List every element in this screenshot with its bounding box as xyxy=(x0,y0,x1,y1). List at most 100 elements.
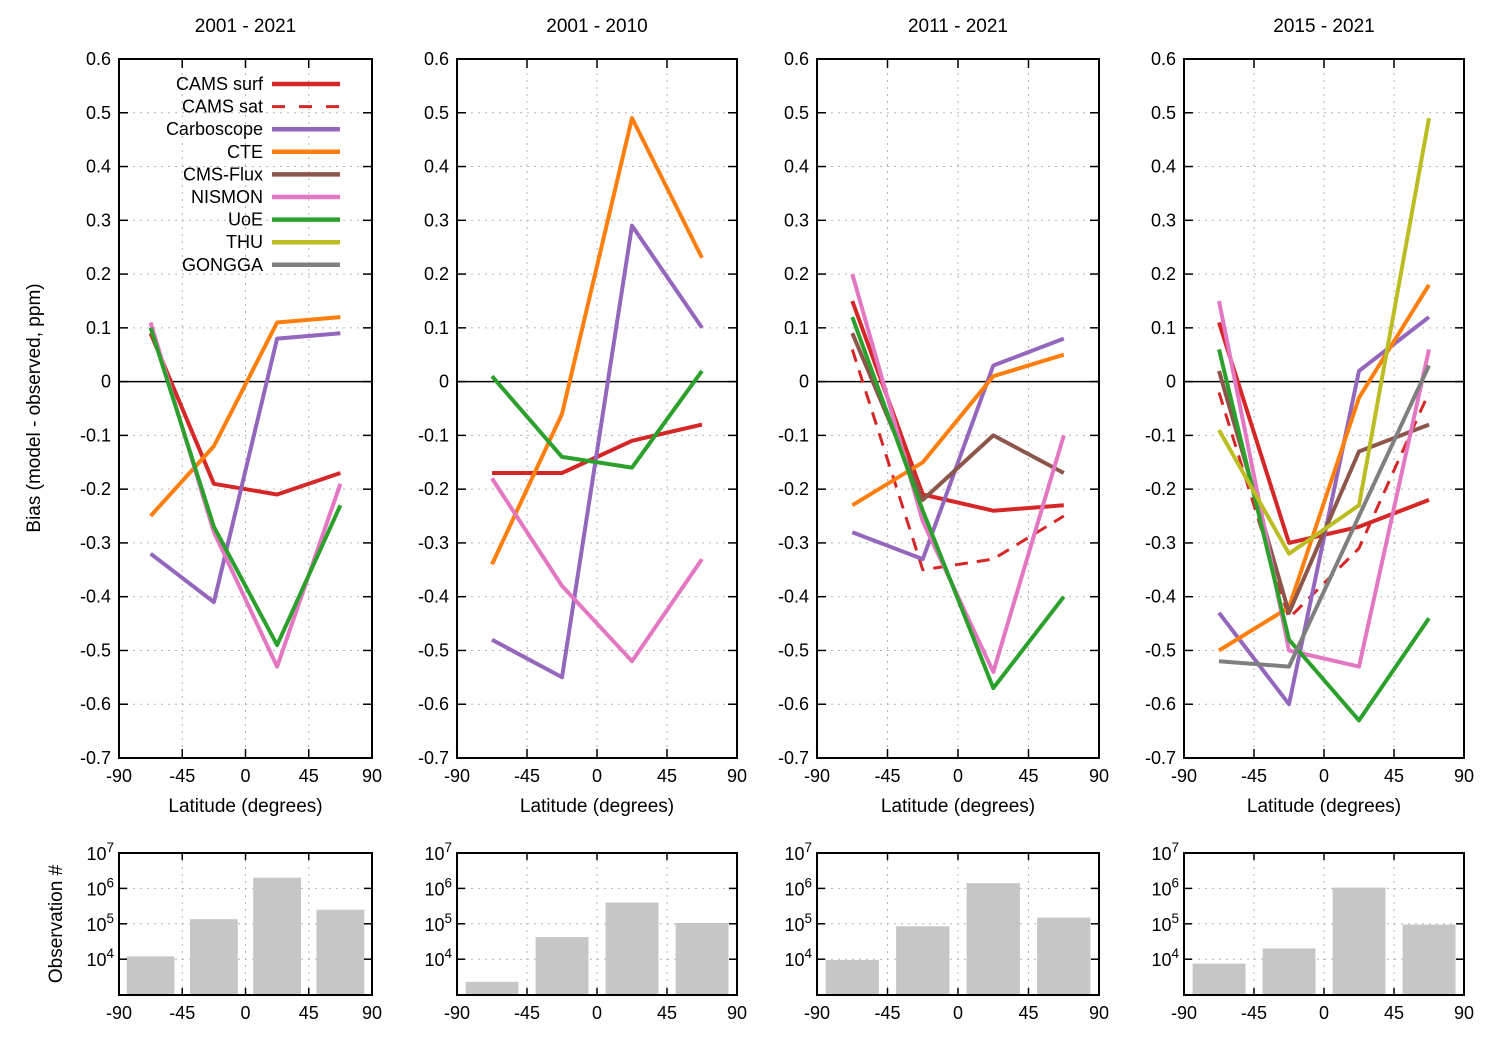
bias-tick-label: -0.5 xyxy=(80,640,111,660)
obs-tick-label: 104 xyxy=(1151,946,1179,970)
bias-tick-label: 0.4 xyxy=(86,157,111,177)
bias-tick-label: 0.5 xyxy=(424,103,449,123)
latitude-tick-label: 90 xyxy=(1454,1003,1474,1023)
bias-panel-2001-2021: 0.6 0.5 0.4 0.3 0.2 0.1 0 -0.1 -0.2 -0.3 -0.4 -0.5 -… xyxy=(80,49,382,786)
bias-panel-2015-2021: 0.6 0.5 0.4 0.3 0.2 0.1 0 -0.1 -0.2 -0.3 -0.4 -0.5 -… xyxy=(1145,49,1474,786)
bias-tick-label: 0.4 xyxy=(784,157,809,177)
latitude-tick-label: -45 xyxy=(514,1003,540,1023)
tick-marks xyxy=(119,58,372,759)
series-line-Carboscope xyxy=(491,223,704,680)
latitude-axis-label-1: Latitude (degrees) xyxy=(168,796,322,817)
bias-tick-label: 0.4 xyxy=(424,157,449,177)
series-line-CTE xyxy=(851,352,1065,508)
series-line-CTE xyxy=(490,116,704,566)
latitude-tick-label: -45 xyxy=(169,1003,195,1023)
bias-tick-label: 0.3 xyxy=(1151,210,1176,230)
bias-tick-label: 0.1 xyxy=(424,318,449,338)
obs-bar xyxy=(675,923,729,995)
plot-root: 0.6 0.5 0.4 0.3 0.2 0.1 0 -0.1 -0.2 -0.3 -0.4 -0.5 -… xyxy=(80,49,1474,1023)
legend-label: CAMS surf xyxy=(176,74,264,94)
latitude-tick-label: 90 xyxy=(1454,766,1474,786)
obs-bar xyxy=(1192,963,1246,995)
bias-tick-label: 0.1 xyxy=(784,318,809,338)
latitude-tick-label: -45 xyxy=(874,766,900,786)
bias-tick-label: 0 xyxy=(101,372,111,392)
obs-panel-2011-2021: 107 106 105 104 -90 -45 0 45 90 xyxy=(784,840,1109,1023)
bias-tick-label: 0.4 xyxy=(1151,157,1176,177)
legend-label: CMS-Flux xyxy=(183,164,263,184)
series-line-NISMON xyxy=(490,477,704,664)
bias-tick-label: 0.3 xyxy=(424,210,449,230)
series-line-Carboscope xyxy=(149,331,341,605)
latitude-tick-label: 0 xyxy=(240,1003,250,1023)
obs-bar xyxy=(535,937,589,995)
bias-tick-label: -0.1 xyxy=(418,425,449,445)
obs-bar xyxy=(190,919,238,995)
bias-tick-label: -0.6 xyxy=(1145,694,1176,714)
obs-bar xyxy=(316,909,365,995)
latitude-tick-label: 45 xyxy=(1018,1003,1038,1023)
bias-tick-label: 0.5 xyxy=(1151,103,1176,123)
legend-label: GONGGA xyxy=(182,255,263,275)
bias-tick-label: -0.4 xyxy=(80,587,111,607)
legend-label: NISMON xyxy=(191,187,263,207)
bias-tick-label: -0.6 xyxy=(418,694,449,714)
obs-tick-label: 104 xyxy=(784,946,812,970)
legend-label: Carboscope xyxy=(166,119,263,139)
obs-tick-label: 105 xyxy=(86,911,114,935)
obs-bar xyxy=(465,981,519,995)
latitude-tick-label: -90 xyxy=(1171,766,1197,786)
latitude-tick-label: 90 xyxy=(362,766,382,786)
latitude-tick-label: 45 xyxy=(299,766,319,786)
latitude-tick-label: -90 xyxy=(804,1003,830,1023)
bias-tick-label: 0.2 xyxy=(86,264,111,284)
bias-tick-label: -0.7 xyxy=(418,748,449,768)
latitude-tick-label: -45 xyxy=(1241,766,1267,786)
obs-tick-label: 106 xyxy=(86,875,114,899)
bias-tick-label: -0.2 xyxy=(1145,479,1176,499)
legend-label: CTE xyxy=(227,142,263,162)
obs-tick-label: 104 xyxy=(86,946,114,970)
bias-tick-label: 0.6 xyxy=(1151,49,1176,69)
latitude-axis-label-3: Latitude (degrees) xyxy=(881,796,1035,817)
legend-item-GONGGA: GONGGA xyxy=(182,255,340,275)
tick-marks xyxy=(817,58,1099,759)
obs-bar xyxy=(253,877,301,995)
obs-bar xyxy=(825,960,879,995)
latitude-tick-label: 0 xyxy=(240,766,250,786)
bias-tick-label: 0.6 xyxy=(424,49,449,69)
legend-item-UoE: UoE xyxy=(228,210,340,230)
bias-tick-label: -0.5 xyxy=(778,640,809,660)
bias-tick-label: -0.2 xyxy=(778,479,809,499)
latitude-tick-label: 45 xyxy=(1384,766,1404,786)
latitude-tick-label: -90 xyxy=(106,766,132,786)
panel-title-1: 2001 - 2021 xyxy=(195,16,296,37)
bias-panel-2011-2021: 0.6 0.5 0.4 0.3 0.2 0.1 0 -0.1 -0.2 -0.3 -0.4 -0.5 -… xyxy=(778,49,1109,786)
bias-tick-label: 0 xyxy=(799,372,809,392)
bias-panel-2001-2010: 0.6 0.5 0.4 0.3 0.2 0.1 0 -0.1 -0.2 -0.3 -0.4 -0.5 -… xyxy=(418,49,747,786)
series-line-CAMS-surf xyxy=(148,332,342,497)
obs-tick-label: 107 xyxy=(86,840,114,864)
bias-tick-label: -0.6 xyxy=(80,694,111,714)
tick-marks xyxy=(457,58,737,759)
legend-item-CAMS-surf: CAMS surf xyxy=(176,74,340,94)
latitude-tick-label: 90 xyxy=(1089,1003,1109,1023)
tick-marks xyxy=(817,852,1099,995)
legend-item-Carboscope: Carboscope xyxy=(166,119,340,139)
obs-tick-label: 105 xyxy=(424,911,452,935)
bias-tick-label: -0.7 xyxy=(1145,748,1176,768)
obs-bar xyxy=(966,883,1020,995)
bias-tick-label: 0.6 xyxy=(86,49,111,69)
bias-tick-label: -0.3 xyxy=(778,533,809,553)
latitude-tick-label: -45 xyxy=(169,766,195,786)
latitude-tick-label: -45 xyxy=(874,1003,900,1023)
obs-bar xyxy=(126,956,175,995)
tick-marks xyxy=(457,852,737,995)
bias-tick-label: 0.1 xyxy=(1151,318,1176,338)
latitude-tick-label: 45 xyxy=(657,1003,677,1023)
latitude-tick-label: 0 xyxy=(1319,1003,1329,1023)
bias-tick-label: 0 xyxy=(1166,372,1176,392)
bias-axis-label: Bias (model - observed, ppm) xyxy=(24,283,45,532)
